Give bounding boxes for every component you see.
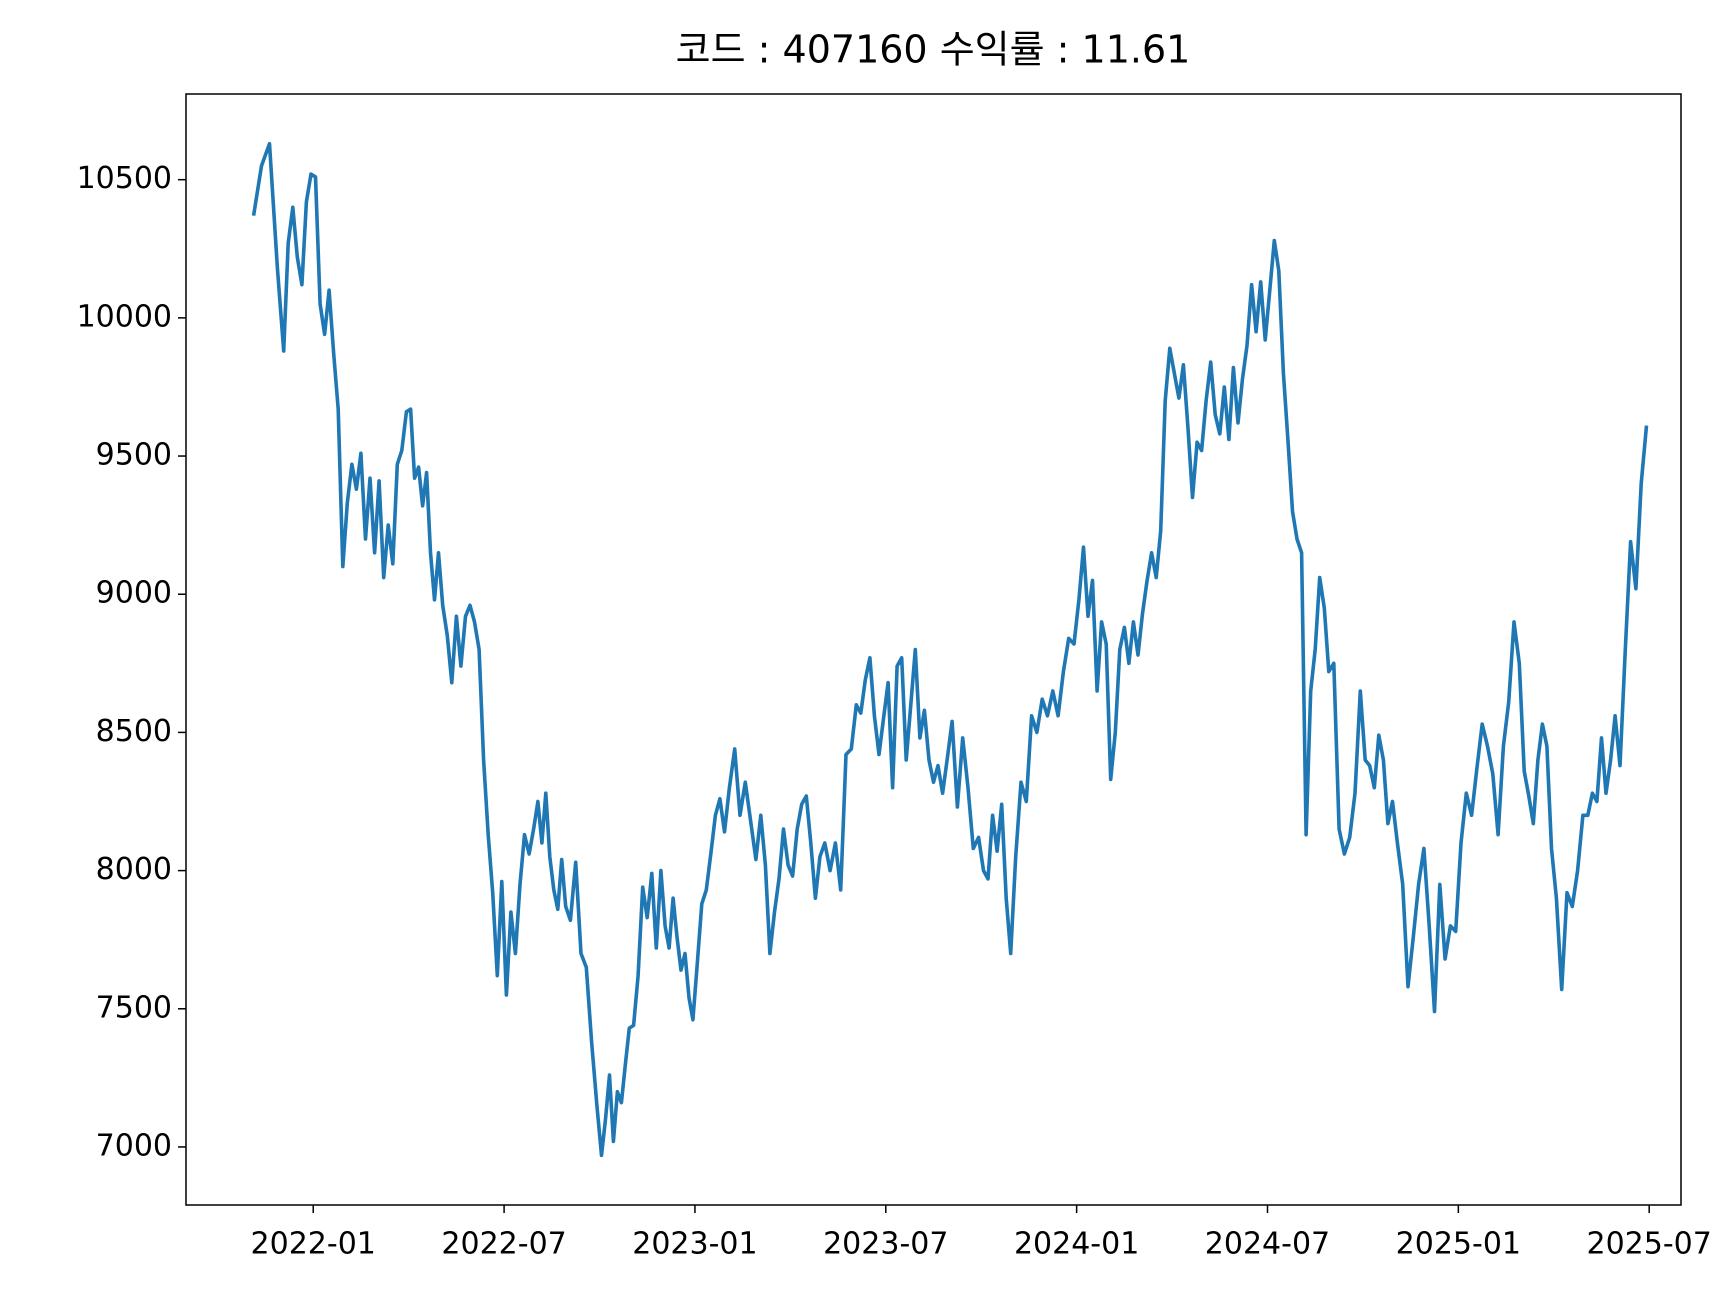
x-tick-label: 2022-01 bbox=[251, 1227, 376, 1262]
y-tick-label: 10500 bbox=[77, 161, 172, 196]
x-tick-label: 2025-07 bbox=[1587, 1227, 1712, 1262]
x-tick-label: 2024-07 bbox=[1205, 1227, 1330, 1262]
plot-frame bbox=[185, 93, 1682, 1206]
y-tick-label: 8500 bbox=[96, 714, 172, 749]
x-tick-label: 2025-01 bbox=[1396, 1227, 1521, 1262]
y-tick-label: 10000 bbox=[77, 299, 172, 334]
y-tick-label: 8000 bbox=[96, 852, 172, 887]
x-tick-label: 2023-01 bbox=[632, 1227, 757, 1262]
chart-title: 코드 : 407160 수익률 : 11.61 bbox=[676, 28, 1191, 72]
y-tick-label: 7500 bbox=[96, 990, 172, 1025]
y-tick-label: 7000 bbox=[96, 1128, 172, 1163]
price-line bbox=[251, 141, 1649, 1158]
y-tick-label: 9000 bbox=[96, 576, 172, 611]
x-tick-label: 2023-07 bbox=[823, 1227, 948, 1262]
x-tick-label: 2024-01 bbox=[1014, 1227, 1139, 1262]
x-tick-label: 2022-07 bbox=[441, 1227, 566, 1262]
y-tick-label: 9500 bbox=[96, 438, 172, 473]
